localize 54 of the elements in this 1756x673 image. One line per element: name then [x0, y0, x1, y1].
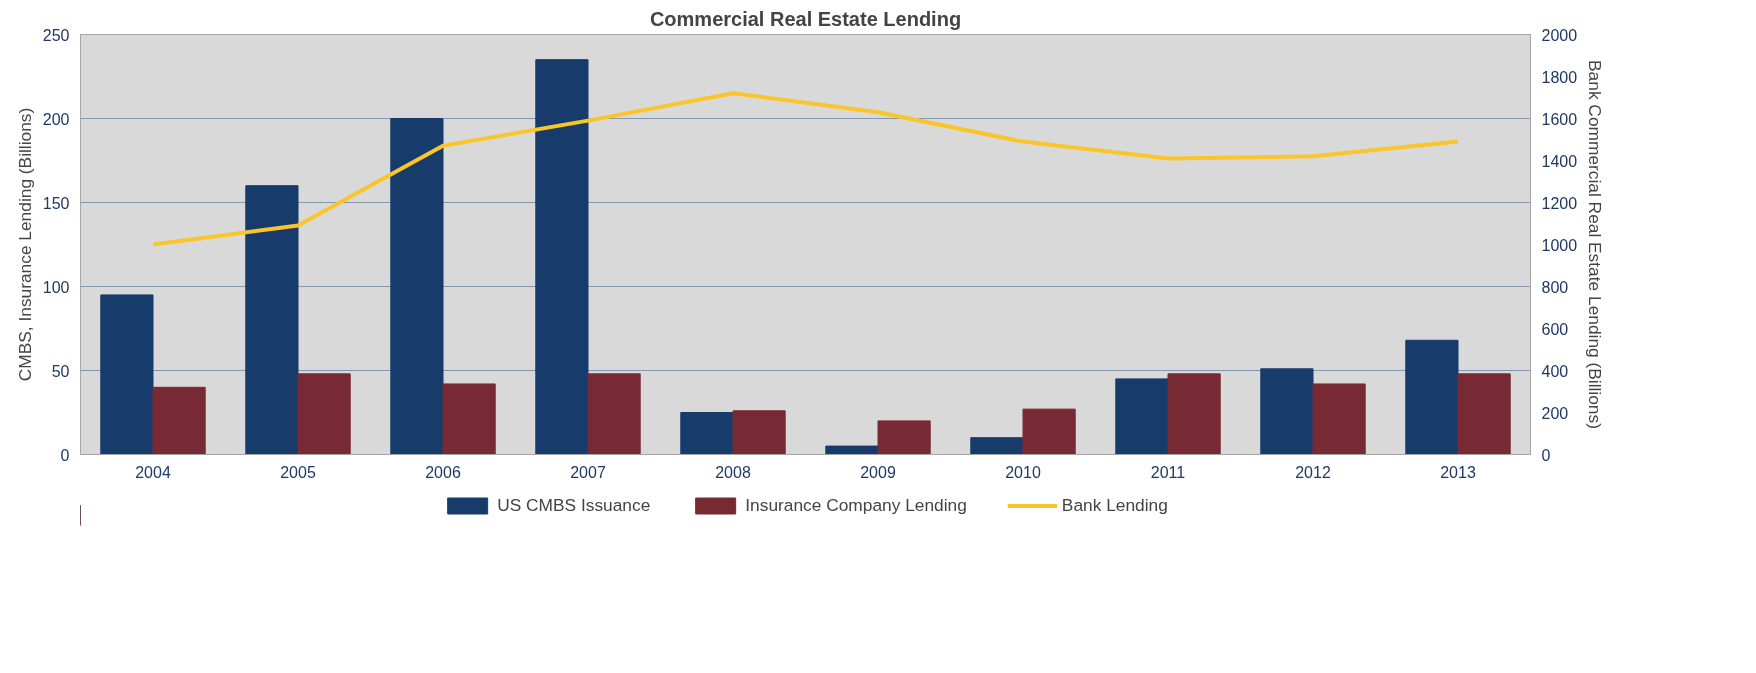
line-series — [151, 91, 1460, 247]
y2-tick-label: 400 — [1541, 362, 1569, 380]
bar — [442, 383, 496, 455]
bar — [1312, 383, 1366, 455]
bar — [680, 412, 734, 455]
bar — [100, 294, 154, 455]
bar — [535, 59, 589, 455]
x-tick-label: 2007 — [570, 463, 606, 481]
x-tick-label: 2004 — [135, 463, 171, 481]
y2-tick-label: 800 — [1541, 278, 1569, 296]
x-tick-label: 2010 — [1005, 463, 1041, 481]
x-tick-label: 2013 — [1440, 463, 1476, 481]
y-tick-label: 150 — [42, 194, 70, 212]
legend-label: Insurance Company Lending — [745, 494, 967, 516]
y2-tick-label: 1200 — [1541, 194, 1578, 212]
x-tick-label: 2011 — [1150, 463, 1186, 481]
legend-label: US CMBS Issuance — [497, 494, 651, 516]
y2-tick-label: 600 — [1541, 320, 1569, 338]
bar — [1405, 339, 1459, 455]
y-axis-title: CMBS, Insurance Lending (Billions) — [14, 107, 35, 382]
bar — [152, 386, 206, 455]
x-tick-label: 2009 — [860, 463, 896, 481]
chart-title: Commercial Real Estate Lending — [649, 7, 962, 30]
y-tick-label: 200 — [42, 110, 70, 128]
bar — [245, 185, 299, 455]
bar — [732, 410, 786, 455]
bar — [1260, 368, 1314, 455]
y2-tick-label: 1600 — [1541, 110, 1578, 128]
bar — [587, 373, 641, 455]
bar — [1022, 408, 1076, 455]
y2-tick-label: 0 — [1541, 446, 1551, 464]
bar — [825, 445, 879, 455]
x-tick-label: 2005 — [280, 463, 316, 481]
y2-tick-label: 1400 — [1541, 152, 1578, 170]
legend-label: Bank Lending — [1061, 494, 1168, 516]
bar — [970, 437, 1024, 455]
y-tick-label: 50 — [51, 362, 70, 380]
y2-tick-label: 2000 — [1541, 26, 1578, 44]
x-tick-label: 2006 — [425, 463, 461, 481]
bar — [1167, 373, 1221, 455]
x-tick-label: 2008 — [715, 463, 751, 481]
y2-axis-title: Bank Commercial Real Estate Lending (Billions) — [1585, 60, 1606, 429]
x-tick-label: 2012 — [1295, 463, 1331, 481]
bar — [1115, 378, 1169, 455]
bar — [1457, 373, 1511, 455]
y-tick-label: 0 — [60, 446, 70, 464]
y2-tick-label: 1000 — [1541, 236, 1578, 254]
bar — [297, 373, 351, 455]
y2-tick-label: 200 — [1541, 404, 1569, 422]
y2-tick-label: 1800 — [1541, 68, 1578, 86]
bar — [877, 420, 931, 455]
bar — [390, 118, 444, 455]
y-tick-label: 100 — [42, 278, 70, 296]
y-tick-label: 250 — [42, 26, 70, 44]
